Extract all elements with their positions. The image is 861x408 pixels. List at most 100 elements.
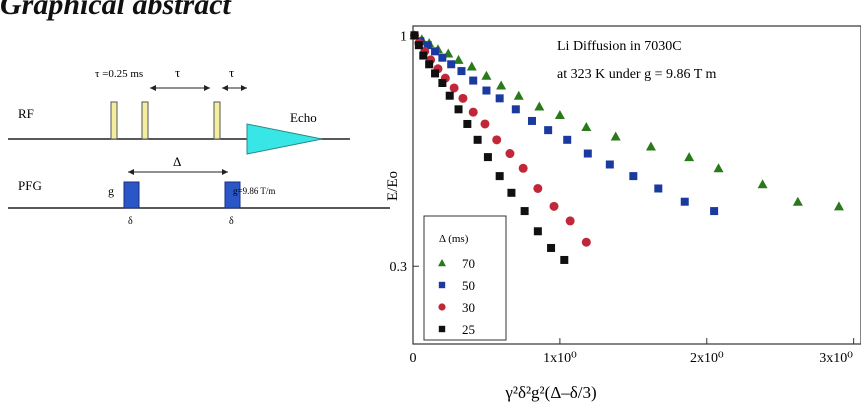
- data-point-50: [680, 197, 689, 206]
- tau-label-middle: τ: [175, 65, 180, 80]
- data-point-50: [583, 149, 592, 158]
- data-point-30: [480, 119, 490, 129]
- data-point-50: [431, 47, 440, 56]
- data-point-70: [481, 70, 492, 80]
- data-point-25: [473, 135, 482, 144]
- data-point-70: [645, 141, 656, 151]
- g-value-label: g=9.86 T/m: [233, 186, 275, 196]
- data-point-30: [505, 149, 515, 159]
- rf-pulse-3: [213, 101, 221, 140]
- rf-label: RF: [18, 106, 34, 121]
- axis-ticks: 0 1x10⁰ 2x10⁰ 3x10⁰ 1 0.3: [390, 29, 855, 366]
- data-point-30: [533, 183, 543, 193]
- tau-arrow-2-right: [241, 85, 247, 91]
- data-point-70: [684, 152, 695, 162]
- data-point-30: [492, 135, 502, 145]
- gradient-pulse-1: [123, 181, 140, 209]
- data-point-70: [466, 61, 477, 71]
- data-point-70: [496, 80, 507, 90]
- x-tick-label: 3x10⁰: [819, 351, 853, 366]
- data-point-50: [495, 94, 504, 103]
- tau-label-right: τ: [229, 65, 234, 80]
- data-point-25: [483, 153, 492, 162]
- data-point-25: [560, 255, 569, 264]
- data-point-25: [414, 41, 423, 50]
- small-delta-label-2: δ: [229, 216, 234, 227]
- data-point-70: [757, 179, 768, 189]
- data-point-70: [453, 54, 464, 64]
- data-point-30: [581, 237, 591, 247]
- data-point-25: [425, 60, 434, 69]
- data-point-25: [431, 69, 440, 78]
- data-point-70: [534, 101, 545, 111]
- data-point-25: [533, 227, 542, 236]
- data-point-50: [457, 67, 466, 76]
- data-points: [409, 30, 844, 264]
- x-tick-label: 1x10⁰: [543, 351, 577, 366]
- data-point-25: [463, 119, 472, 128]
- data-point-50: [482, 86, 491, 95]
- annotation-line-1: Li Diffusion in 7030C: [557, 39, 682, 54]
- data-point-70: [554, 110, 565, 120]
- data-point-50: [511, 105, 520, 114]
- data-point-25: [520, 207, 529, 216]
- legend-box: [423, 215, 507, 341]
- data-point-25: [547, 243, 556, 252]
- data-point-30: [449, 83, 459, 93]
- data-point-70: [513, 90, 524, 100]
- pulse-sequence-diagram: RF PFG Echo τ =0.25 ms τ τ Δ g g=9.86 T/…: [8, 65, 390, 227]
- legend-marker-70: [438, 259, 446, 267]
- data-point-50: [438, 53, 447, 62]
- data-point-70: [792, 196, 803, 206]
- legend-marker-50: [438, 281, 446, 289]
- legend-label-25: 25: [462, 322, 475, 337]
- data-point-50: [447, 60, 456, 69]
- data-point-70: [833, 201, 844, 211]
- data-point-30: [468, 107, 478, 117]
- delta-cap-label: Δ: [173, 154, 181, 169]
- x-tick-label: 2x10⁰: [690, 351, 724, 366]
- y-axis-label: E/Eo: [385, 171, 401, 201]
- data-point-25: [438, 79, 447, 88]
- data-point-25: [507, 188, 516, 197]
- data-point-25: [454, 105, 463, 114]
- data-point-30: [565, 216, 575, 226]
- data-point-25: [410, 31, 419, 40]
- x-tick-label: 0: [410, 351, 417, 366]
- x-axis-label: γ²δ²g²(Δ–δ/3): [504, 383, 596, 402]
- data-point-50: [469, 76, 478, 85]
- data-point-50: [544, 126, 553, 135]
- data-point-30: [549, 201, 559, 211]
- data-point-50: [654, 184, 663, 193]
- data-point-25: [419, 51, 428, 60]
- y-tick-label: 0.3: [390, 260, 408, 275]
- gradient-pulse-2: [224, 181, 241, 209]
- echo-label: Echo: [290, 110, 317, 125]
- legend-label-50: 50: [462, 278, 475, 293]
- data-point-50: [710, 207, 719, 216]
- rf-pulse-1: [110, 101, 118, 140]
- legend-items: 70 50 30 25: [438, 256, 475, 337]
- legend-label-30: 30: [462, 300, 475, 315]
- g-label: g: [108, 184, 114, 198]
- data-point-50: [423, 41, 432, 50]
- tau-arrow-1-right: [204, 85, 210, 91]
- legend-label-70: 70: [462, 256, 475, 271]
- legend-title: Δ (ms): [439, 233, 469, 245]
- legend-marker-30: [438, 303, 446, 311]
- echo-shape: [246, 123, 323, 155]
- data-point-25: [445, 91, 454, 100]
- pfg-label: PFG: [18, 178, 42, 193]
- delta-arrow-left: [128, 169, 134, 175]
- data-point-50: [527, 116, 536, 125]
- small-delta-label-1: δ: [128, 216, 133, 227]
- rf-pulse-2: [141, 101, 149, 140]
- y-tick-label: 1: [400, 29, 407, 44]
- delta-arrow-right: [222, 169, 228, 175]
- data-point-50: [605, 160, 614, 169]
- tau-arrow-2-left: [222, 85, 228, 91]
- data-point-50: [629, 172, 638, 181]
- tau-arrow-1-left: [150, 85, 156, 91]
- data-point-30: [518, 163, 528, 173]
